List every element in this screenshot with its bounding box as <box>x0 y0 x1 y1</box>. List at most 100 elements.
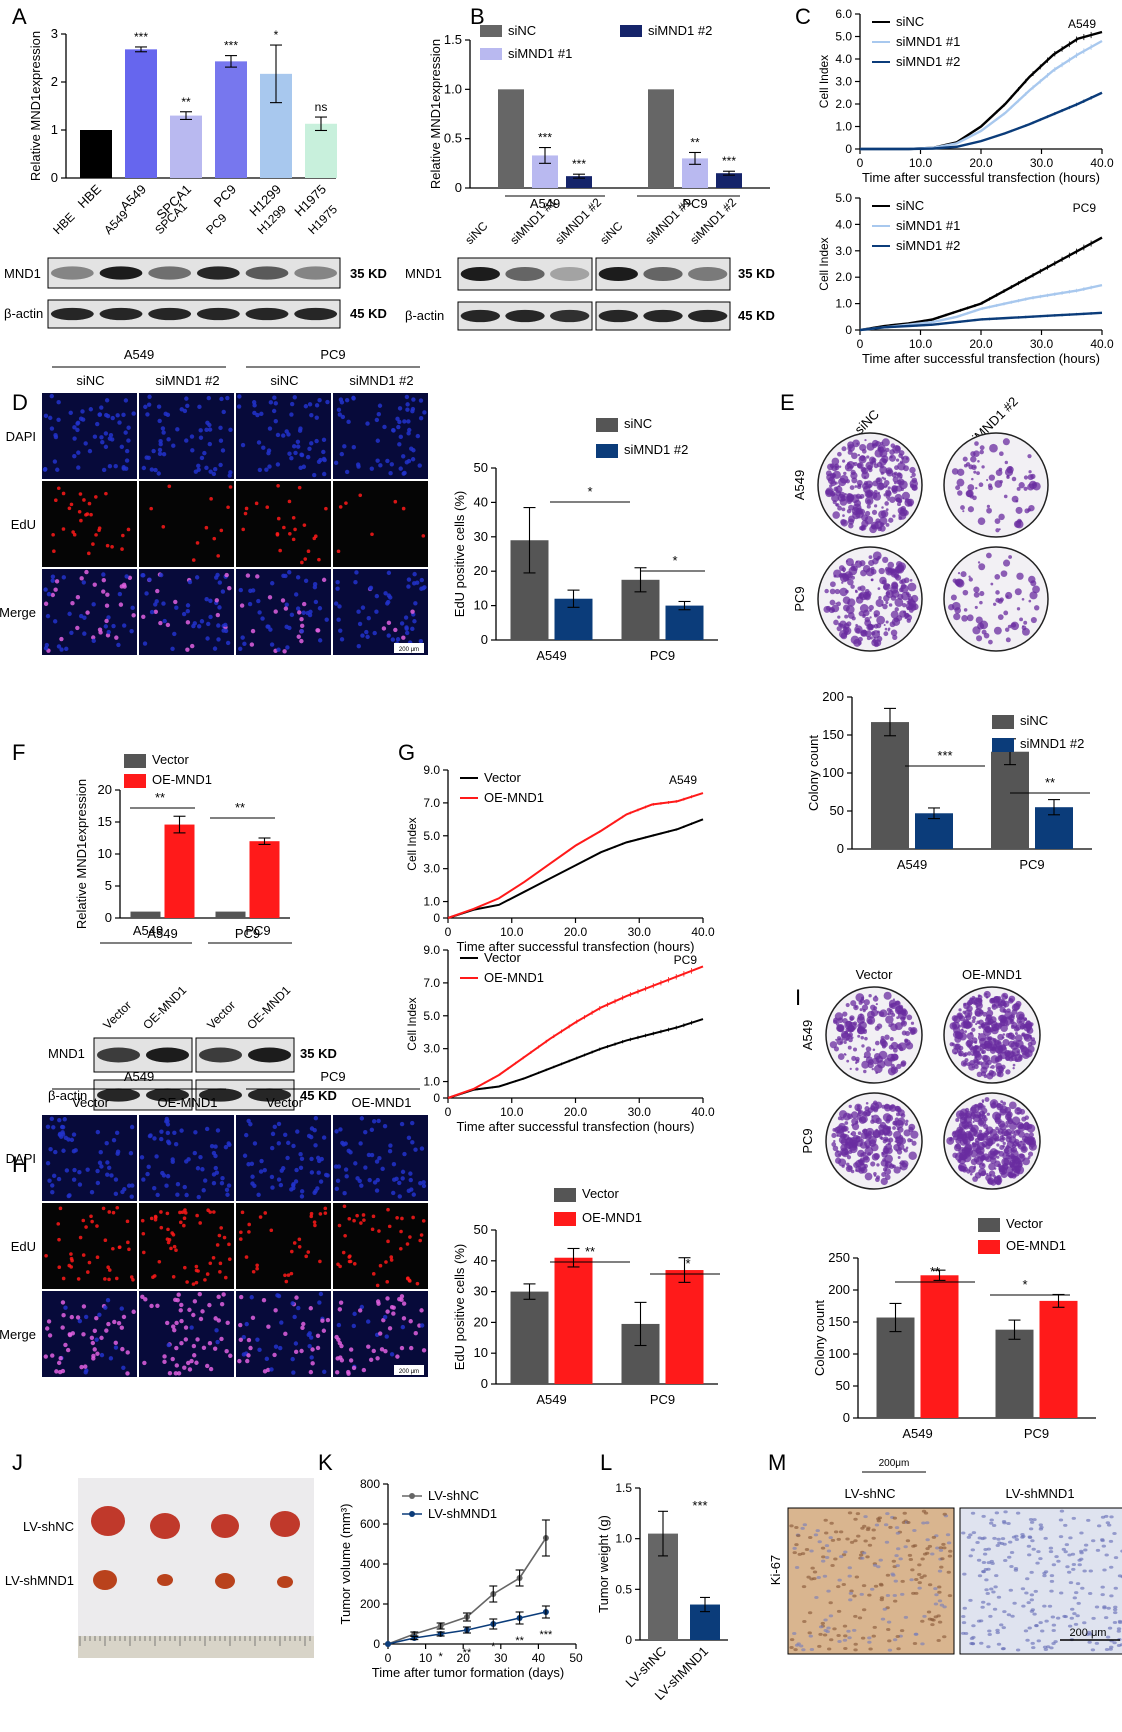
cell-nucleus <box>808 1535 813 1539</box>
cell-nucleus <box>366 1344 371 1349</box>
colony <box>895 1000 900 1006</box>
cell-nucleus <box>817 1644 822 1648</box>
colony <box>954 1051 957 1055</box>
colony <box>842 1011 848 1017</box>
blot-band <box>505 266 545 282</box>
x-tick-label: PC9 <box>682 196 707 211</box>
cell-nucleus <box>159 1136 164 1142</box>
cell-nucleus <box>946 1570 952 1574</box>
y-tick-label: 1 <box>51 122 58 137</box>
x-tick-label: PC9 <box>650 648 675 663</box>
colony <box>829 1041 838 1049</box>
colony <box>1016 1016 1025 1026</box>
cell-nucleus <box>239 1230 243 1235</box>
cell-nucleus <box>320 1318 325 1323</box>
cell-nucleus <box>45 1124 51 1129</box>
y-tick-label: 40 <box>474 1253 488 1268</box>
colony <box>873 1171 877 1176</box>
cell-nucleus <box>821 1555 826 1559</box>
colony <box>994 574 1001 580</box>
cell-nucleus <box>208 1366 214 1372</box>
cell-nucleus <box>185 1280 189 1284</box>
cell-nucleus <box>890 1572 895 1576</box>
cell-nucleus <box>113 1340 118 1346</box>
cell-nucleus <box>92 434 98 439</box>
colony <box>854 1005 858 1009</box>
cell-nucleus <box>375 1177 380 1183</box>
cell-nucleus <box>810 1566 815 1570</box>
cell-nucleus <box>1026 1601 1031 1605</box>
cell-nucleus <box>147 1133 153 1139</box>
blot-strip <box>457 301 593 331</box>
cell-nucleus <box>912 1529 917 1533</box>
colony <box>863 1128 868 1133</box>
cell-nucleus <box>801 1585 807 1589</box>
cell-nucleus <box>933 1615 939 1619</box>
cell-nucleus <box>405 1242 410 1246</box>
colony <box>880 471 884 475</box>
cell-nucleus <box>377 1229 381 1233</box>
cell-nucleus <box>227 473 232 478</box>
cell-nucleus <box>802 1620 807 1624</box>
cell-nucleus <box>872 1563 878 1567</box>
colony <box>998 1150 1005 1157</box>
colony <box>884 1034 890 1040</box>
cell-nucleus <box>48 415 53 421</box>
legend-swatch <box>992 738 1014 752</box>
colony <box>883 477 887 481</box>
cell-nucleus <box>981 1514 986 1518</box>
colony <box>988 1036 993 1041</box>
colony <box>840 518 847 525</box>
cell-nucleus <box>415 580 420 585</box>
cell-nucleus <box>962 1606 967 1610</box>
colony <box>837 615 841 619</box>
colony <box>957 468 965 476</box>
colony <box>979 590 985 597</box>
cell-nucleus <box>83 441 88 446</box>
colony <box>1032 585 1040 594</box>
micro-col-label: siNC <box>76 373 104 388</box>
cell-nucleus <box>999 1623 1004 1627</box>
colony <box>951 468 959 475</box>
cell-nucleus <box>72 425 77 430</box>
y-tick-label: 1.0 <box>835 120 852 134</box>
cell-nucleus <box>389 1255 394 1259</box>
cell-nucleus <box>49 426 55 431</box>
cell-nucleus <box>860 1636 866 1640</box>
blot-group-label: A549 <box>133 923 163 938</box>
cell-nucleus <box>1091 1539 1096 1543</box>
colony <box>911 472 916 477</box>
colony <box>849 485 855 490</box>
cell-nucleus <box>354 570 359 575</box>
cell-nucleus <box>1102 1568 1107 1572</box>
cell-nucleus <box>375 458 380 463</box>
tumor <box>270 1511 300 1537</box>
cell-nucleus <box>397 1194 402 1199</box>
colony <box>903 612 910 619</box>
cell-nucleus <box>997 1541 1002 1545</box>
cell-nucleus <box>914 1577 919 1581</box>
significance: * <box>587 484 592 499</box>
micro-col-label: siNC <box>270 373 298 388</box>
colony <box>971 1142 975 1146</box>
cell-nucleus <box>158 442 163 447</box>
colony <box>879 1135 883 1140</box>
colony <box>873 613 878 618</box>
cell-nucleus <box>1023 1629 1029 1633</box>
significance: *** <box>538 131 552 145</box>
cell-nucleus <box>113 1177 119 1182</box>
cell-nucleus <box>282 525 286 530</box>
colony <box>887 1142 890 1146</box>
x-tick-label: PC9 <box>235 926 260 941</box>
colony <box>841 567 847 572</box>
colony <box>909 466 916 474</box>
cell-nucleus <box>368 585 374 591</box>
cell-nucleus <box>151 1275 155 1279</box>
colony <box>845 1002 850 1008</box>
colony <box>866 455 870 459</box>
cell-nucleus <box>339 400 345 405</box>
cell-nucleus <box>1028 1527 1034 1531</box>
cell-nucleus <box>197 1291 202 1297</box>
colony <box>1030 580 1037 587</box>
cell-nucleus <box>259 1158 264 1164</box>
